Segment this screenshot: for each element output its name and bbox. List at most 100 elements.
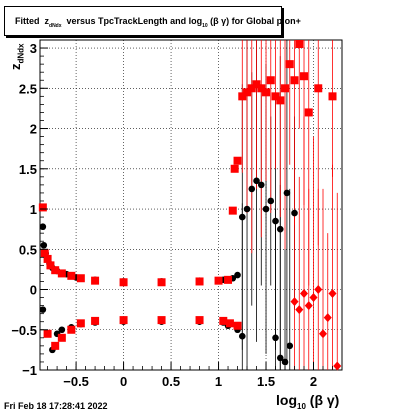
data-point-square xyxy=(57,269,66,278)
data-point-circle xyxy=(291,209,298,217)
data-point-diamond xyxy=(319,329,328,339)
y-axis-label: zdNdx xyxy=(8,44,26,71)
data-point-circle xyxy=(40,241,48,249)
data-point-diamond xyxy=(304,301,313,311)
data-point-diamond xyxy=(290,297,299,307)
y-tick-label: 0.5 xyxy=(19,242,37,257)
data-point-square xyxy=(295,40,304,49)
y-tick-label: −1 xyxy=(22,363,37,378)
title-suffix: (β γ) for Global pion+ xyxy=(210,16,301,26)
data-point-square xyxy=(257,84,266,93)
x-tick-label: 2 xyxy=(310,374,317,389)
y-tick-label: −0.5 xyxy=(11,323,37,338)
data-point-circle xyxy=(276,225,284,233)
data-point-circle xyxy=(286,342,294,350)
y-tick-label: 3 xyxy=(30,41,37,56)
data-point-square xyxy=(233,321,242,330)
data-point-square xyxy=(224,275,233,284)
y-tick-label: 2.5 xyxy=(19,81,37,96)
data-point-square xyxy=(67,271,76,280)
data-point-square xyxy=(51,266,60,275)
x-tick-label: 0.5 xyxy=(162,374,180,389)
data-point-square xyxy=(91,276,100,285)
data-point-square xyxy=(219,316,228,325)
x-tick-label: 1.5 xyxy=(257,374,275,389)
y-tick-label: 1.5 xyxy=(19,162,37,177)
data-point-square xyxy=(228,206,237,215)
data-point-square xyxy=(195,316,204,325)
title-box: Fitted zdNdx versus TpcTrackLength and l… xyxy=(4,6,301,36)
data-point-circle xyxy=(248,185,256,193)
x-axis-label: log10 (β γ) xyxy=(276,392,339,411)
data-point-square xyxy=(57,333,66,342)
title-var: z xyxy=(44,16,50,26)
data-point-square xyxy=(233,156,242,165)
data-point-square xyxy=(238,92,247,101)
data-point-square xyxy=(91,316,100,325)
y-tick-label: 0 xyxy=(30,283,37,298)
data-point-square xyxy=(119,316,128,325)
data-point-square xyxy=(266,76,275,85)
y-tick-label: 1 xyxy=(30,202,37,217)
data-point-square xyxy=(328,92,337,101)
x-tick-label: −0.5 xyxy=(63,374,89,389)
data-point-square xyxy=(43,329,52,338)
data-point-square xyxy=(43,254,52,263)
data-point-circle xyxy=(267,197,275,205)
title-log-sub: 10 xyxy=(202,22,208,29)
data-point-square xyxy=(230,164,239,173)
data-point-square xyxy=(76,274,85,283)
title-var-sub: dNdx xyxy=(49,22,62,29)
data-point-circle xyxy=(39,306,47,313)
data-point-square xyxy=(51,341,60,350)
data-point-circle xyxy=(234,271,241,279)
data-point-circle xyxy=(276,354,284,362)
data-point-circle xyxy=(238,332,246,340)
title-prefix: Fitted xyxy=(15,16,40,26)
data-point-circle xyxy=(272,217,279,225)
y-axis-label-var: z xyxy=(8,63,23,71)
datestamp: Fri Feb 18 17:28:41 2022 xyxy=(4,401,108,411)
data-point-diamond xyxy=(300,289,309,299)
data-point-square xyxy=(300,72,309,81)
data-point-square xyxy=(157,278,166,287)
data-point-square xyxy=(276,96,285,105)
data-point-diamond xyxy=(295,305,304,315)
data-point-circle xyxy=(253,177,260,185)
data-point-square xyxy=(157,316,166,325)
data-point-square xyxy=(46,261,55,270)
data-point-diamond xyxy=(333,361,342,371)
x-tick-label: 1 xyxy=(215,374,222,389)
data-point-square xyxy=(290,76,299,85)
x-axis-label-main: log xyxy=(276,392,297,408)
data-point-circle xyxy=(238,213,246,221)
chart-title: Fitted zdNdx versus TpcTrackLength and l… xyxy=(15,16,301,29)
data-point-diamond xyxy=(314,285,323,295)
title-middle: versus TpcTrackLength and log xyxy=(66,16,203,26)
data-point-circle xyxy=(243,205,251,213)
data-point-circle xyxy=(281,358,289,366)
data-point-square xyxy=(243,88,252,97)
data-point-square xyxy=(67,325,76,334)
data-point-square xyxy=(38,203,47,212)
data-point-circle xyxy=(257,181,265,189)
data-point-square xyxy=(119,278,128,287)
data-point-circle xyxy=(283,189,291,197)
y-axis-label-sub: dNdx xyxy=(16,43,26,64)
axis-ticks: −0.5 0 0.5 1 1.5 2 −1 −0.5 0 0.5 1 1.5 2 2.5 3 xyxy=(11,41,333,389)
x-tick-label: 0 xyxy=(120,374,127,389)
data-point-square xyxy=(214,276,223,285)
data-point-square xyxy=(247,84,256,93)
x-axis-label-sub: 10 xyxy=(297,401,306,411)
data-point-diamond xyxy=(323,313,332,323)
data-point-square xyxy=(252,80,261,89)
data-point-square xyxy=(304,108,313,117)
x-axis-label-rest: (β γ) xyxy=(309,392,340,408)
data-point-circle xyxy=(262,205,270,213)
data-point-square xyxy=(195,277,204,286)
data-point-circle xyxy=(58,326,66,334)
data-point-diamond xyxy=(309,293,318,303)
y-tick-label: 2 xyxy=(30,122,37,137)
data-point-square xyxy=(271,92,280,101)
